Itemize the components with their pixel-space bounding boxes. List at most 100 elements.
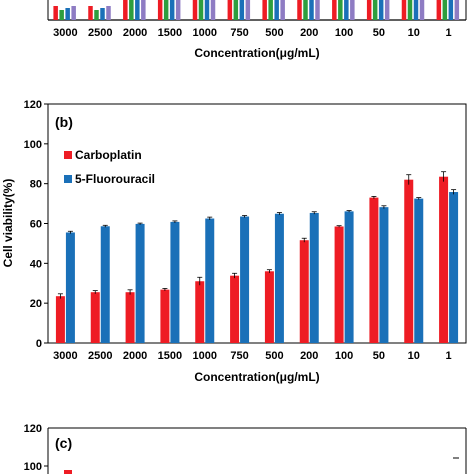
- panel-a-bar-fragment: [192, 0, 198, 20]
- panel-a-bar-fragment: [442, 0, 448, 20]
- bar-5-fluorouracil: [309, 212, 319, 343]
- panel-a-bar-fragment: [123, 0, 128, 20]
- bar-carboplatin: [125, 292, 135, 343]
- panel-b-x-axis-title: Concentration(μg/mL): [194, 370, 319, 384]
- panel-a-bar-fragment: [100, 8, 105, 20]
- y-tick-label: 60: [30, 219, 42, 231]
- bar-carboplatin: [439, 176, 449, 343]
- panel-a-bar-fragment: [332, 0, 337, 20]
- panel-a-bar-fragment: [366, 0, 372, 20]
- panel-a-bar-fragment: [268, 0, 273, 20]
- panel-a-x-tick-label: 500: [265, 27, 283, 39]
- panel-c: 120 100 (c): [24, 423, 467, 474]
- panel-a-x-tick-label: 1500: [158, 27, 182, 39]
- panel-a-bar-fragment: [274, 0, 279, 20]
- panel-a-x-tick-label: 1000: [193, 27, 217, 39]
- bar-5-fluorouracil: [449, 192, 459, 343]
- bar-carboplatin: [264, 271, 274, 343]
- panel-a-x-tick-label: 2000: [123, 27, 147, 39]
- x-tick-label: 10: [408, 350, 420, 362]
- panel-a-bar-fragment: [384, 0, 390, 20]
- panel-a-bar-fragment: [157, 0, 163, 20]
- panel-a-bar-fragment: [419, 0, 425, 20]
- panel-a-bar-fragment: [71, 6, 76, 20]
- panel-a-bar-fragment: [350, 0, 355, 20]
- panel-a-x-tick-label: 2500: [88, 27, 112, 39]
- x-tick-label: 2500: [88, 350, 112, 362]
- panel-a-bar-fragment: [129, 0, 134, 20]
- panel-a-bar-fragment: [141, 0, 146, 20]
- legend-label-5-fluorouracil: 5-Fluorouracil: [75, 172, 155, 186]
- x-tick-label: 750: [230, 350, 248, 362]
- panel-a-bar-fragment: [106, 6, 111, 20]
- panel-a-bar-fragment: [413, 0, 419, 20]
- panel-a-bar-fragment: [448, 0, 454, 20]
- panel-a-x-tick-label: 10: [408, 27, 420, 39]
- bar-5-fluorouracil: [100, 226, 110, 343]
- panel-a-bar-fragment: [344, 0, 349, 20]
- bar-5-fluorouracil: [170, 221, 180, 343]
- panel-b-y-axis-title: Cell viability(%): [1, 179, 15, 268]
- panel-a-bar-fragment: [227, 0, 233, 20]
- x-tick-label: 100: [335, 350, 353, 362]
- y-tick-label: 0: [36, 338, 42, 350]
- panel-a-bar-fragment: [280, 0, 285, 20]
- panel-a-bar-fragment: [169, 0, 175, 20]
- panel-a-bar-fragment: [204, 0, 210, 20]
- legend-label-carboplatin: Carboplatin: [75, 148, 142, 162]
- panel-a-bar-fragment: [135, 0, 140, 20]
- panel-a-bar-fragment: [303, 0, 308, 20]
- bar-carboplatin: [160, 289, 170, 343]
- bar-carboplatin: [230, 275, 240, 343]
- panel-a-bar-fragment: [378, 0, 384, 20]
- panel-a-bar-fragment: [372, 0, 378, 20]
- panel-a-bar-fragment: [454, 0, 460, 20]
- panel-a-bar-fragment: [245, 0, 251, 20]
- panel-a-x-tick-label: 3000: [53, 27, 77, 39]
- x-tick-label: 3000: [53, 350, 77, 362]
- bar-5-fluorouracil: [344, 211, 354, 343]
- bar-5-fluorouracil: [205, 218, 215, 343]
- panel-c-legend-swatch-partial: [64, 470, 72, 474]
- panel-a-x-tick-label: 750: [230, 27, 248, 39]
- x-tick-label: 50: [373, 350, 385, 362]
- panel-a-bar-fragment: [407, 0, 413, 20]
- panel-a-bar-fragment: [53, 6, 58, 20]
- panel-a-bar-fragment: [297, 0, 302, 20]
- panel-c-label: (c): [55, 435, 72, 451]
- y-tick-label: 80: [30, 179, 42, 191]
- panel-c-y-tick-100: 100: [24, 461, 42, 473]
- panel-a-x-tick-label: 50: [373, 27, 385, 39]
- panel-a-bar-fragment: [239, 0, 245, 20]
- panel-a-bar-fragment: [65, 8, 70, 20]
- bar-5-fluorouracil: [240, 216, 250, 343]
- x-tick-label: 1: [446, 350, 452, 362]
- panel-a-bar-fragment: [262, 0, 267, 20]
- bar-carboplatin: [55, 296, 65, 343]
- panel-a-bar-fragment: [401, 0, 407, 20]
- panel-a-bar-fragment: [210, 0, 216, 20]
- x-tick-label: 1000: [193, 350, 217, 362]
- legend-swatch-5-fluorouracil: [64, 175, 72, 183]
- panel-b-label: (b): [55, 114, 73, 130]
- panel-a-bar-fragment: [163, 0, 169, 20]
- bar-5-fluorouracil: [414, 198, 424, 343]
- panel-a-bar-fragment: [94, 10, 99, 20]
- bar-carboplatin: [404, 179, 414, 343]
- x-tick-label: 1500: [158, 350, 182, 362]
- panel-c-y-tick-120: 120: [24, 423, 42, 435]
- x-tick-label: 2000: [123, 350, 147, 362]
- panel-a-bar-fragment: [88, 6, 93, 20]
- panel-a-bar-fragment: [233, 0, 239, 20]
- bar-carboplatin: [299, 240, 309, 343]
- bar-5-fluorouracil: [379, 207, 389, 343]
- y-tick-label: 120: [24, 99, 42, 111]
- panel-b-frame: [47, 103, 467, 344]
- y-tick-label: 20: [30, 298, 42, 310]
- panel-a-x-axis-title: Concentration(μg/mL): [194, 46, 319, 60]
- x-tick-label: 500: [265, 350, 283, 362]
- bar-carboplatin: [334, 226, 344, 343]
- panel-a: 3000 2500 2000 1500 1000 750 500 200 100 50 10 1 Co…: [47, 0, 467, 60]
- panel-a-x-tick-label: 1: [446, 27, 452, 39]
